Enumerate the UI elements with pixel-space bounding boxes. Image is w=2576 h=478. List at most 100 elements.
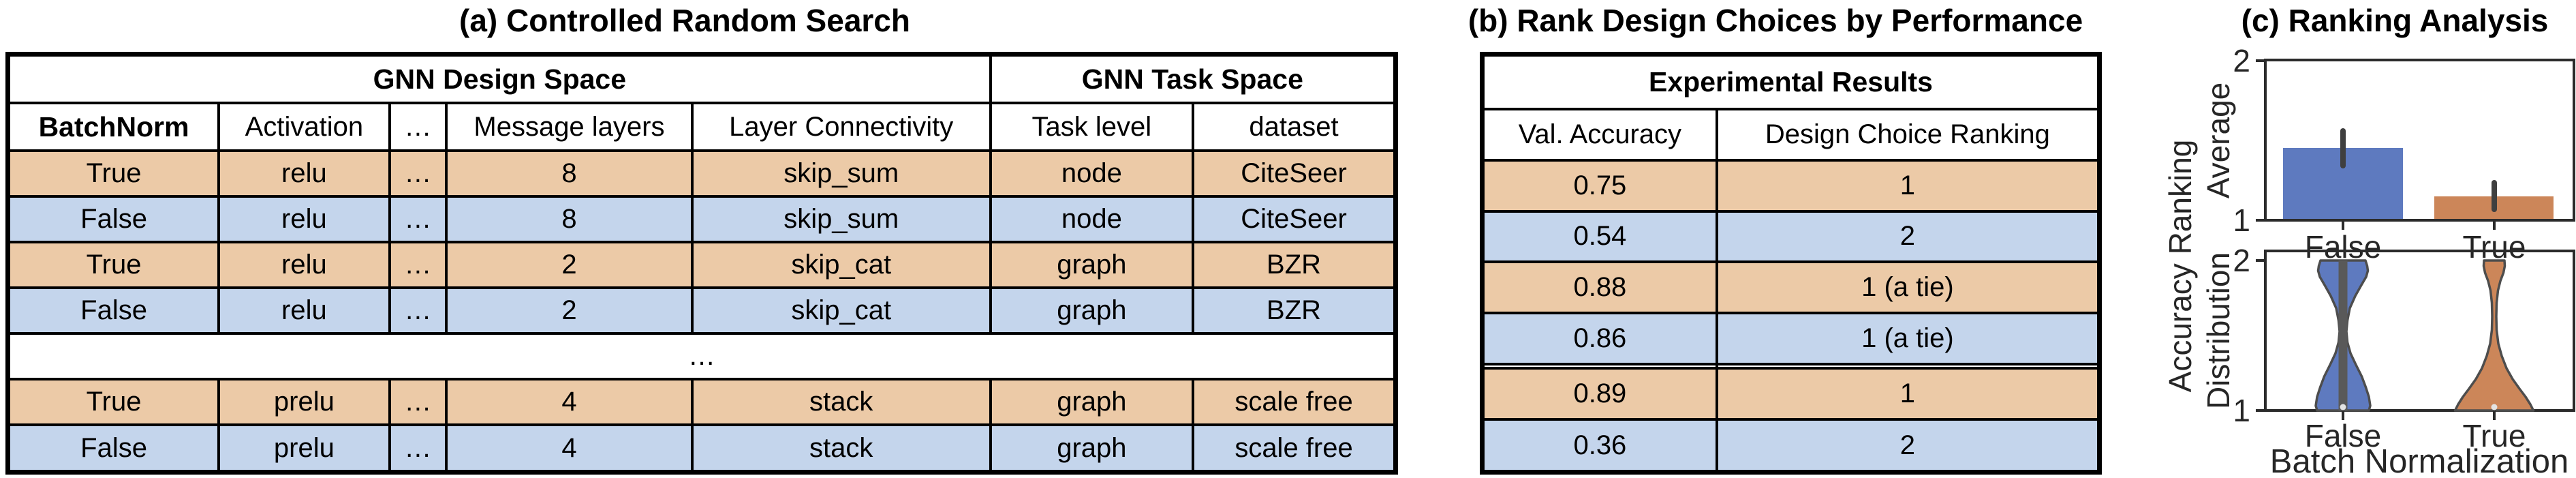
column-header-layer-connectivity: Layer Connectivity — [690, 102, 992, 153]
cell-task-level: graph — [989, 286, 1195, 335]
column-header-batchnorm: BatchNorm — [6, 102, 221, 153]
cell-message-layers: 8 — [445, 195, 694, 244]
cell-batchnorm: False — [6, 195, 221, 244]
violin-plot-frame — [2264, 250, 2575, 412]
cell-val-accuracy: 0.36 — [1480, 418, 1718, 474]
group-header-experimental-results: Experimental Results — [1480, 53, 2101, 110]
table-row: 0.89 1 — [1480, 367, 2101, 421]
cell-dataset: CiteSeer — [1192, 195, 1397, 244]
cell-ranking: 1 (a tie) — [1715, 312, 2101, 366]
cell-val-accuracy: 0.75 — [1480, 158, 1718, 213]
cell-activation: relu — [217, 195, 391, 244]
table-row: 0.88 1 (a tie) — [1480, 260, 2101, 315]
table-row-column-headers: Val. Accuracy Design Choice Ranking — [1480, 107, 2101, 162]
cell-val-accuracy — [1480, 363, 1718, 370]
cell-dataset: BZR — [1192, 241, 1397, 290]
table-row: 0.86 1 (a tie) — [1480, 312, 2101, 366]
xaxis-label: Batch Normalization — [2270, 443, 2569, 478]
xtick-label-false: False — [2305, 418, 2381, 453]
cell-message-layers: 4 — [445, 378, 694, 427]
cell-val-accuracy: 0.88 — [1480, 260, 1718, 315]
cell-task-level: graph — [989, 241, 1195, 290]
group-header-task-space: GNN Task Space — [989, 53, 1397, 105]
cell-layer-connectivity: skip_sum — [690, 149, 992, 198]
cell-activation: relu — [217, 149, 391, 198]
table-row-column-headers: BatchNorm Activation … Message layers La… — [6, 102, 1397, 153]
cell-layer-connectivity: stack — [690, 378, 992, 427]
table-row: False relu … 8 skip_sum node CiteSeer — [6, 195, 1397, 244]
cell-val-accuracy: 0.54 — [1480, 209, 1718, 264]
column-header-design-choice-ranking: Design Choice Ranking — [1715, 107, 2101, 162]
bar-plot-ylabel: Average — [2201, 83, 2236, 199]
table-row-group-header: GNN Design Space GNN Task Space — [6, 53, 1397, 105]
xtick-label-true: True — [2463, 229, 2526, 265]
cell-activation: relu — [217, 286, 391, 335]
violin-false-center-bar — [2338, 260, 2348, 410]
ytick-label-bottom: 1 — [2233, 393, 2250, 428]
cell-message-layers: 8 — [445, 149, 694, 198]
violin-false-median-dot — [2340, 404, 2346, 410]
cell-dataset: BZR — [1192, 286, 1397, 335]
cell-activation: relu — [217, 241, 391, 290]
ranking-analysis-plots: 2 1 False True Average 2 1 — [2162, 43, 2575, 478]
cell-activation: prelu — [217, 423, 391, 474]
cell-ranking: 1 — [1715, 367, 2101, 421]
cell-ranking: 1 — [1715, 158, 2101, 213]
panel-a-title: (a) Controlled Random Search — [459, 3, 910, 38]
cell-message-layers: 2 — [445, 241, 694, 290]
cell-ranking: 1 (a tie) — [1715, 260, 2101, 315]
cell-batchnorm: False — [6, 286, 221, 335]
cell-ellipsis: … — [388, 149, 448, 198]
table-row: True relu … 8 skip_sum node CiteSeer — [6, 149, 1397, 198]
violin-true — [2453, 259, 2535, 412]
cell-ellipsis: … — [388, 286, 448, 335]
table-row: False prelu … 4 stack graph scale free — [6, 423, 1397, 474]
column-header-dataset: dataset — [1192, 102, 1397, 153]
table-row: 0.36 2 — [1480, 418, 2101, 474]
cell-ranking: 2 — [1715, 418, 2101, 474]
cell-layer-connectivity: skip_sum — [690, 195, 992, 244]
cell-task-level: node — [989, 149, 1195, 198]
column-header-task-level: Task level — [989, 102, 1195, 153]
xtick-label-false: False — [2305, 229, 2381, 265]
table-row: 0.75 1 — [1480, 158, 2101, 213]
violin-plot: 2 1 False True Distribution — [2201, 243, 2575, 453]
panel-b-title: (b) Rank Design Choices by Performance — [1468, 3, 2083, 38]
cell-task-level: graph — [989, 423, 1195, 474]
violin-plot-ylabel: Distribution — [2201, 252, 2236, 409]
table-row-blank — [1480, 363, 2101, 370]
cell-ellipsis: … — [388, 423, 448, 474]
column-header-val-accuracy: Val. Accuracy — [1480, 107, 1718, 162]
cell-val-accuracy: 0.89 — [1480, 367, 1718, 421]
table-row-group-header: Experimental Results — [1480, 53, 2101, 110]
xtick-label-true: True — [2463, 418, 2526, 453]
cell-message-layers: 4 — [445, 423, 694, 474]
table-row: True relu … 2 skip_cat graph BZR — [6, 241, 1397, 290]
cell-layer-connectivity: skip_cat — [690, 241, 992, 290]
panel-c-title: (c) Ranking Analysis — [2241, 3, 2549, 38]
bar-plot: 2 1 False True Average — [2201, 43, 2575, 265]
cell-layer-connectivity: stack — [690, 423, 992, 474]
table-row-ellipsis: … — [6, 332, 1397, 381]
cell-dataset: scale free — [1192, 378, 1397, 427]
table-row: 0.54 2 — [1480, 209, 2101, 264]
cell-ranking: 2 — [1715, 209, 2101, 264]
cell-ellipsis-span: … — [6, 332, 1397, 381]
cell-dataset: scale free — [1192, 423, 1397, 474]
shared-ylabel: Accuracy Ranking — [2162, 140, 2198, 393]
cell-batchnorm: True — [6, 149, 221, 198]
design-space-table: GNN Design Space GNN Task Space BatchNor… — [5, 52, 1398, 475]
ytick-label-top: 2 — [2233, 243, 2250, 278]
column-header-message-layers: Message layers — [445, 102, 694, 153]
cell-task-level: node — [989, 195, 1195, 244]
cell-batchnorm: False — [6, 423, 221, 474]
cell-batchnorm: True — [6, 241, 221, 290]
cell-ranking — [1715, 363, 2101, 370]
column-header-ellipsis: … — [388, 102, 448, 153]
table-row: True prelu … 4 stack graph scale free — [6, 378, 1397, 427]
group-header-design-space: GNN Design Space — [6, 53, 992, 105]
cell-layer-connectivity: skip_cat — [690, 286, 992, 335]
violin-true-median-dot — [2491, 404, 2498, 410]
cell-batchnorm: True — [6, 378, 221, 427]
